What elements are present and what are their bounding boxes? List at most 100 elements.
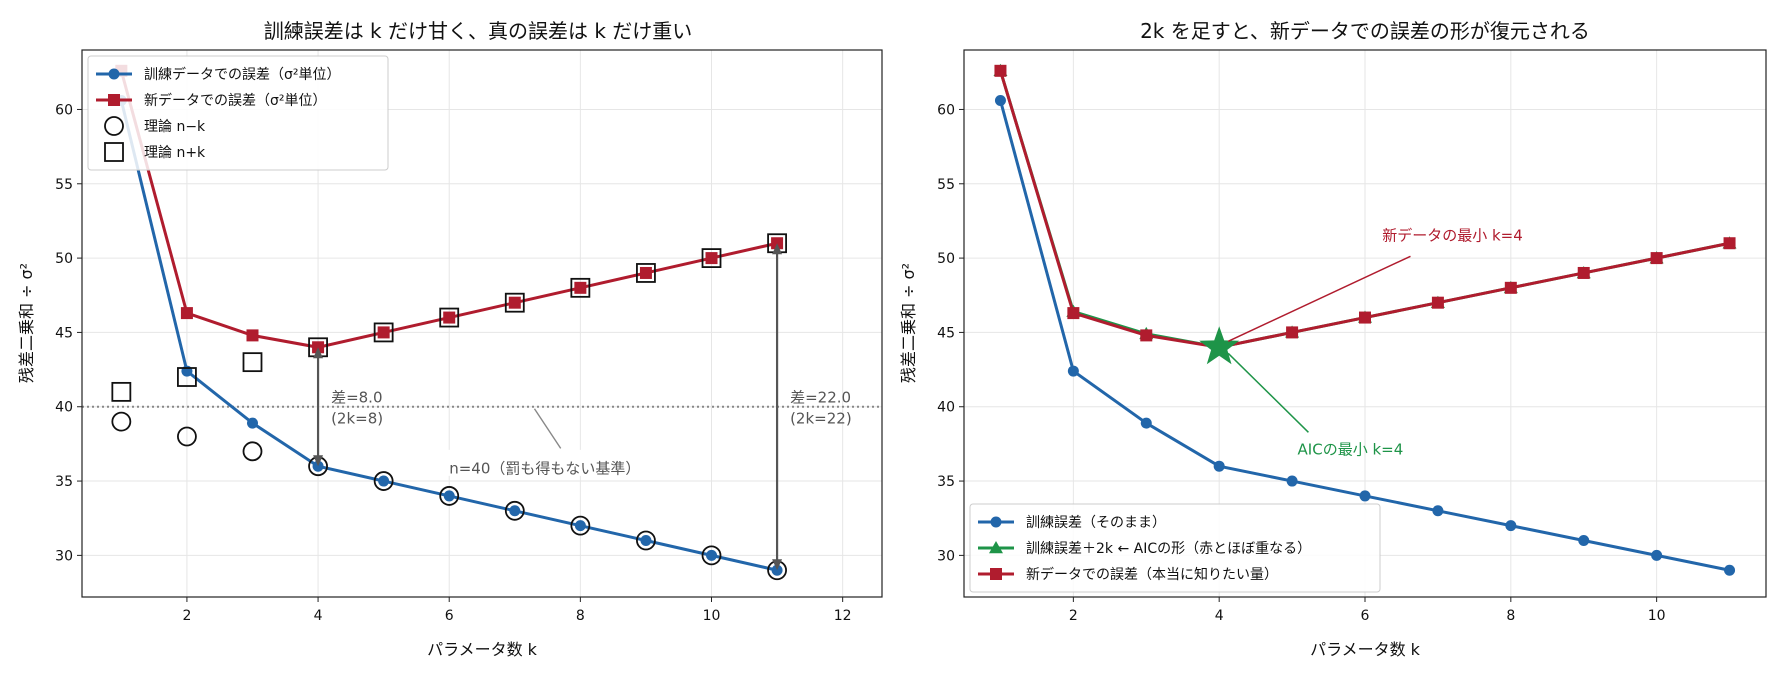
annotation-label: 新データの最小 k=4 [1382, 226, 1523, 244]
legend-marker [108, 94, 120, 106]
data-point [706, 549, 718, 561]
minimum-star [1199, 326, 1240, 365]
theory-point [373, 322, 394, 343]
data-point [1286, 326, 1299, 339]
y-tick-label: 45 [937, 325, 955, 341]
y-tick-label: 35 [55, 474, 73, 490]
data-point [574, 281, 587, 294]
difference-label: (2k=22) [790, 409, 852, 427]
data-point [1140, 329, 1153, 342]
x-tick-label: 8 [1506, 608, 1515, 624]
left-legend: 訓練データでの誤差（σ²単位） 新データでの誤差（σ²単位） 理論 n−k 理論 n+… [87, 55, 389, 171]
difference-label: 差=8.0 [331, 388, 382, 406]
y-tick-label: 40 [55, 400, 73, 416]
data-point [1432, 505, 1444, 517]
annotation-label: AICの最小 k=4 [1298, 440, 1404, 458]
legend-marker [990, 516, 1002, 528]
series-2 [994, 64, 1736, 354]
right-series [993, 63, 1737, 576]
x-tick-label: 4 [314, 608, 323, 624]
data-point [443, 311, 456, 324]
legend-marker [104, 142, 124, 162]
legend-marker [990, 568, 1002, 580]
data-point [1505, 520, 1517, 532]
data-point [1067, 365, 1079, 377]
legend-item: 理論 n−k [104, 116, 206, 136]
legend-label: 訓練誤差＋2k ← AICの形（赤とほぼ重なる） [1026, 541, 1311, 557]
legend-marker [989, 541, 1003, 554]
data-point [378, 475, 390, 487]
right-x-axis-label: パラメータ数 k [1310, 640, 1421, 659]
y-tick-label: 60 [55, 102, 73, 118]
theory-point [636, 530, 656, 551]
data-point [1724, 564, 1736, 576]
data-point [1650, 252, 1663, 265]
y-tick-label: 30 [937, 548, 955, 564]
data-point [377, 326, 390, 339]
legend-label: 訓練データでの誤差（σ²単位） [144, 66, 341, 83]
left-ticks: 2 4 6 8 10 12 30 35 40 45 50 55 60 [55, 102, 851, 624]
left-chart-title: 訓練誤差は k だけ甘く、真の誤差は k だけ重い [264, 19, 693, 43]
x-tick-label: 12 [834, 608, 852, 624]
y-tick-label: 40 [937, 400, 955, 416]
x-tick-label: 10 [703, 608, 721, 624]
legend-label: 訓練誤差（そのまま） [1026, 515, 1166, 531]
data-point [1359, 490, 1371, 502]
reference-label-bg [442, 449, 683, 476]
theory-point [242, 441, 263, 462]
legend-label: 新データでの誤差（σ²単位） [144, 92, 327, 109]
left-panel: 訓練誤差は k だけ甘く、真の誤差は k だけ重い n=40（罰も得もない基準）… [17, 19, 883, 659]
data-point [508, 296, 521, 309]
theory-point [373, 471, 394, 491]
x-tick-label: 2 [182, 608, 191, 624]
data-point [180, 307, 193, 320]
data-point [574, 520, 586, 532]
data-point [640, 535, 652, 547]
legend-item: 新データでの誤差（σ²単位） [96, 92, 327, 109]
right-ticks: 2 4 6 8 10 30 35 40 45 50 55 60 [937, 102, 1665, 624]
left-y-axis-label: 残差二乗和 ÷ σ² [17, 263, 36, 383]
x-tick-label: 8 [576, 608, 585, 624]
legend-label: 新データでの誤差（本当に知りたい量） [1026, 566, 1278, 583]
x-tick-label: 6 [445, 608, 454, 624]
right-annotations: 新データの最小 k=4 AICの最小 k=4 [1199, 226, 1523, 458]
data-point [994, 95, 1006, 107]
theory-point [242, 352, 263, 373]
theory-point [504, 292, 525, 313]
left-annotations: n=40（罰も得もない基準） 差=8.0 (2k=8) 差=22.0 (2k=22) [313, 243, 852, 571]
arrow-head [772, 559, 783, 571]
legend-item: 訓練誤差（そのまま） [978, 515, 1166, 531]
legend-item: 訓練データでの誤差（σ²単位） [96, 66, 341, 83]
left-series [111, 64, 787, 581]
theory-point [701, 248, 722, 268]
theory-point [177, 367, 197, 387]
data-point [1723, 237, 1736, 250]
legend-marker [104, 116, 124, 136]
data-point [246, 329, 259, 342]
y-tick-label: 55 [937, 177, 955, 193]
series-2 [111, 411, 787, 581]
data-point [1067, 307, 1080, 320]
theory-point [570, 277, 591, 298]
legend-label: 理論 n−k [144, 119, 206, 135]
data-point [705, 252, 718, 265]
right-panel: 2k を足すと、新データでの誤差の形が復元される 新データの最小 k=4 AICの… [899, 19, 1767, 659]
y-tick-label: 50 [937, 251, 955, 267]
data-point [1140, 417, 1152, 429]
difference-label: 差=22.0 [790, 388, 851, 406]
y-tick-label: 30 [55, 548, 73, 564]
theory-point [636, 263, 656, 283]
arrow-head [313, 347, 324, 359]
x-tick-label: 6 [1361, 608, 1370, 624]
series-0 [994, 95, 1736, 576]
data-point [443, 490, 455, 502]
data-point [1504, 281, 1517, 294]
theory-point [111, 381, 132, 402]
legend-box [87, 55, 389, 171]
reference-label-connector [533, 408, 562, 449]
legend-item: 理論 n+k [104, 142, 206, 162]
left-x-axis-label: パラメータ数 k [427, 640, 538, 659]
x-tick-label: 10 [1648, 608, 1666, 624]
y-tick-label: 45 [55, 325, 73, 341]
